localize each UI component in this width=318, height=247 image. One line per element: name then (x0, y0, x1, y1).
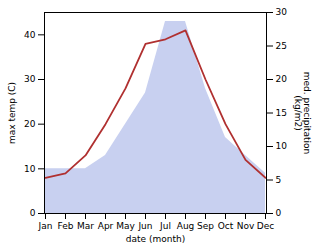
svg-text:20: 20 (24, 119, 36, 129)
svg-text:10: 10 (24, 164, 36, 174)
svg-text:date (month): date (month) (126, 234, 185, 244)
svg-text:Jul: Jul (159, 221, 171, 231)
svg-text:20: 20 (276, 74, 288, 84)
svg-text:Jan: Jan (38, 221, 53, 231)
svg-text:5: 5 (276, 175, 282, 185)
svg-text:max temp (C): max temp (C) (7, 82, 17, 144)
svg-text:Nov: Nov (237, 221, 255, 231)
svg-text:25: 25 (276, 41, 287, 51)
svg-text:Feb: Feb (58, 221, 74, 231)
svg-text:May: May (116, 221, 135, 231)
svg-text:10: 10 (276, 141, 288, 151)
svg-text:Dec: Dec (257, 221, 274, 231)
svg-text:40: 40 (24, 30, 36, 40)
svg-text:30: 30 (24, 74, 36, 84)
svg-text:0: 0 (276, 208, 282, 218)
svg-text:Apr: Apr (98, 221, 114, 231)
svg-text:15: 15 (276, 108, 287, 118)
svg-text:Aug: Aug (177, 221, 195, 231)
svg-text:Mar: Mar (77, 221, 94, 231)
svg-text:0: 0 (30, 208, 36, 218)
svg-text:Sep: Sep (197, 221, 214, 231)
svg-text:med. precipitation(kg/m2): med. precipitation(kg/m2) (293, 72, 312, 154)
svg-text:Jun: Jun (137, 221, 152, 231)
svg-text:30: 30 (276, 7, 288, 17)
svg-text:Oct: Oct (218, 221, 234, 231)
